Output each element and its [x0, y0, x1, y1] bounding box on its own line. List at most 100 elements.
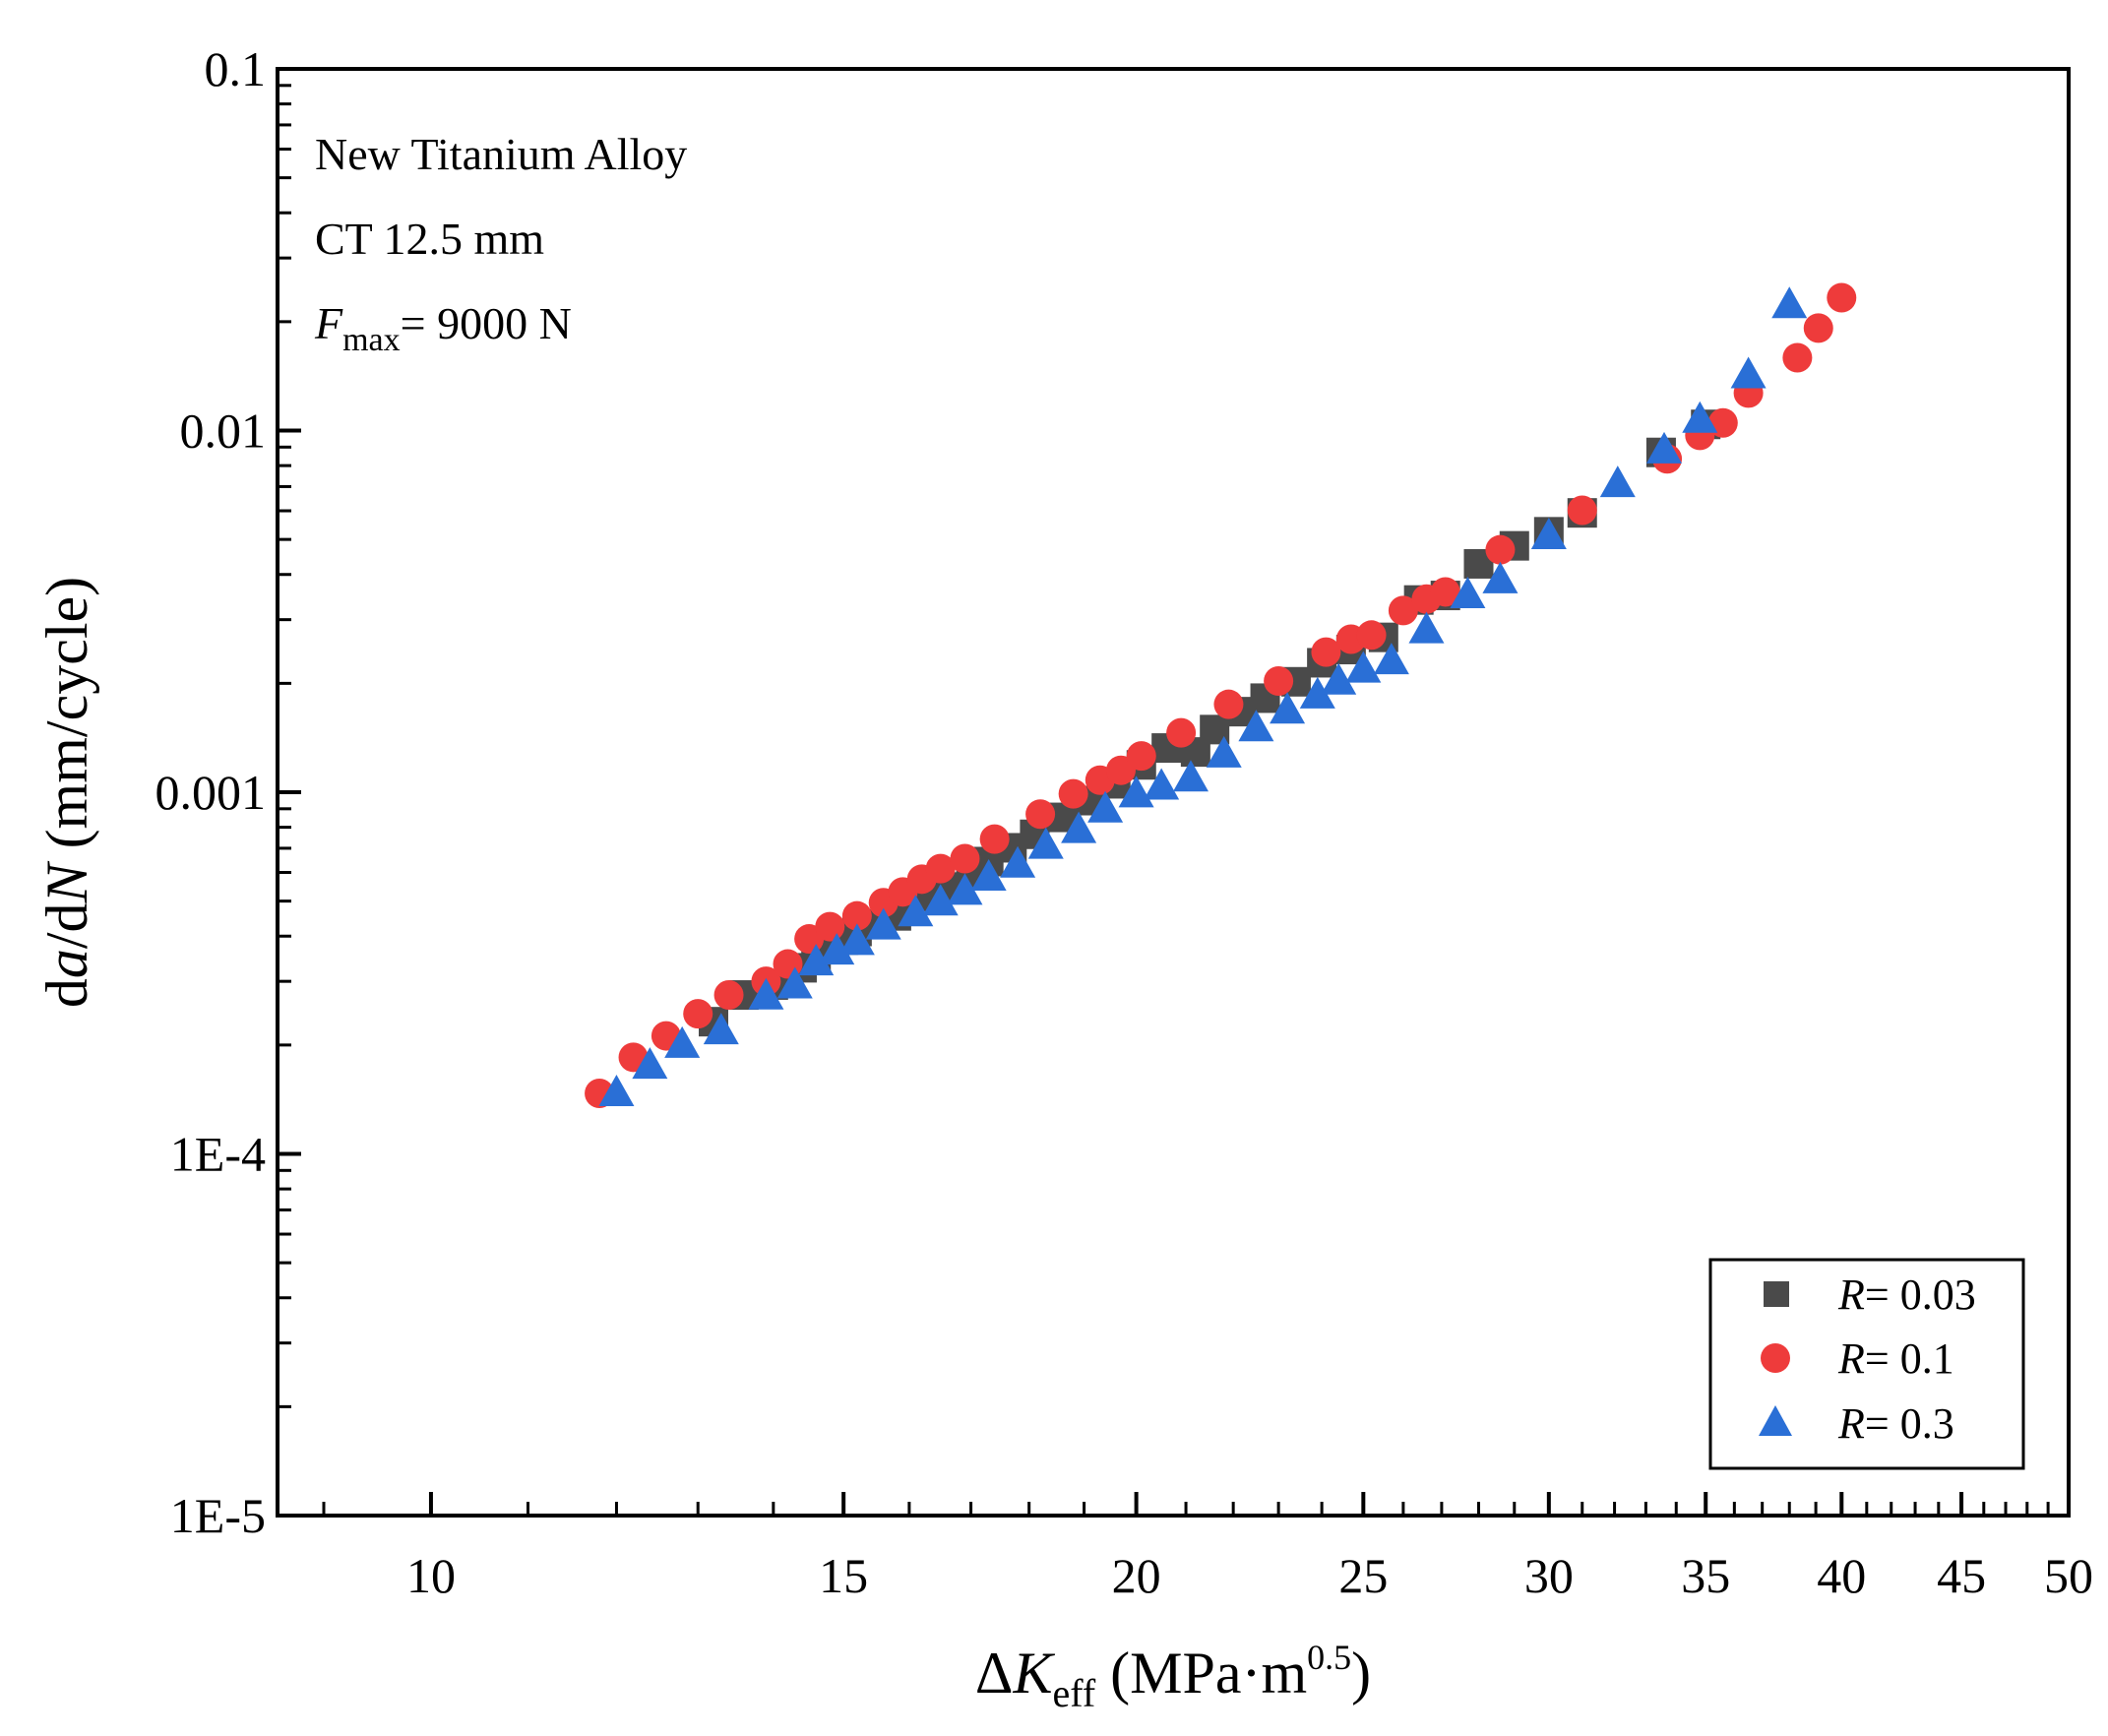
data-point-triangle: [898, 895, 934, 927]
x-axis-title-superscript: 0.5: [1307, 1638, 1351, 1677]
data-point-circle: [1782, 342, 1813, 373]
data-point-circle: [1126, 741, 1156, 772]
data-point-triangle: [970, 858, 1007, 891]
data-point-circle: [1388, 595, 1418, 626]
x-tick-label: 30: [1524, 1548, 1574, 1603]
data-point-circle: [1356, 620, 1387, 651]
y-axis-title: da/dN (mm/cycle): [34, 577, 99, 1008]
legend-marker-r003: [1764, 1281, 1789, 1307]
data-point-triangle: [1027, 827, 1064, 859]
data-point-triangle: [1299, 676, 1335, 709]
data-point-triangle: [776, 966, 813, 999]
annotation-force-symbol: F: [314, 298, 343, 348]
y-axis-title-slash-d: /d: [34, 902, 99, 949]
data-point-triangle: [1682, 401, 1718, 433]
data-point-circle: [950, 843, 980, 874]
y-axis-title-unit: (mm/cycle): [34, 577, 99, 864]
annotation-force: Fmax= 9000 N: [314, 298, 572, 358]
y-tick-label: 1E-4: [170, 1127, 266, 1182]
x-tick-label: 45: [1937, 1548, 1986, 1603]
x-axis-title-symbol: K: [1012, 1641, 1055, 1705]
x-axis-title-delta: Δ: [975, 1641, 1014, 1705]
legend-marker-r01: [1761, 1343, 1790, 1373]
data-point-circle: [1430, 577, 1460, 607]
data-point-triangle: [1000, 845, 1036, 878]
data-point-triangle: [1144, 768, 1180, 800]
data-point-circle: [815, 911, 845, 942]
y-tick-label: 0.1: [205, 41, 267, 96]
x-tick-label: 40: [1817, 1548, 1866, 1603]
legend: R= 0.03 R= 0.1 R= 0.3: [1708, 1258, 2025, 1470]
data-point-circle: [1213, 689, 1244, 719]
annotation-force-subscript: max: [342, 322, 401, 358]
data-point-circle: [841, 900, 872, 931]
series-triangle: [598, 286, 1808, 1107]
y-axis-title-d: d: [34, 978, 99, 1008]
data-point-circle: [1311, 637, 1341, 667]
data-point-triangle: [865, 907, 901, 940]
data-point-circle: [1105, 755, 1136, 785]
data-point-circle: [683, 999, 713, 1029]
x-axis-title-close: ): [1351, 1641, 1371, 1705]
data-point-circle: [1264, 665, 1294, 696]
y-tick-label: 0.01: [180, 403, 267, 459]
series-circle: [585, 282, 1857, 1109]
annotation-material: New Titanium Alloy: [315, 129, 687, 179]
y-tick-label: 0.001: [155, 765, 267, 820]
annotation-force-value: = 9000 N: [401, 298, 572, 348]
data-point-triangle: [1408, 611, 1445, 644]
legend-label-r03: R= 0.3: [1837, 1399, 1954, 1448]
data-point-triangle: [748, 977, 784, 1010]
legend-label-r003-value: = 0.03: [1865, 1271, 1976, 1319]
data-point-triangle: [1321, 662, 1357, 695]
x-axis-title-unit: (MPa·m: [1095, 1641, 1307, 1705]
legend-label-r01-symbol: R: [1837, 1334, 1865, 1383]
data-point-triangle: [1599, 465, 1636, 498]
x-axis-title-subscript: eff: [1052, 1671, 1095, 1715]
data-point-triangle: [1373, 643, 1409, 675]
data-point-triangle: [947, 873, 983, 905]
data-point-triangle: [1530, 517, 1567, 549]
data-point-circle: [1567, 495, 1597, 526]
data-point-triangle: [1206, 735, 1242, 768]
data-point-triangle: [1270, 692, 1306, 724]
x-tick-label: 50: [2044, 1548, 2093, 1603]
data-point-triangle: [1450, 577, 1486, 609]
data-point-circle: [1827, 282, 1857, 313]
data-point-triangle: [838, 923, 875, 956]
data-point-triangle: [1345, 651, 1382, 683]
x-axis-tick-labels: 10 15 20 25 30 35 40 45 50: [406, 1548, 2093, 1603]
data-point-triangle: [664, 1025, 701, 1058]
data-point-triangle: [632, 1047, 668, 1080]
data-point-circle: [1058, 778, 1088, 809]
data-point-triangle: [1646, 431, 1683, 464]
data-point-circle: [925, 853, 956, 884]
legend-label-r003-symbol: R: [1837, 1271, 1865, 1319]
data-point-triangle: [1172, 760, 1209, 792]
data-point-triangle: [1730, 356, 1767, 389]
x-axis-title: ΔKeff (MPa·m0.5): [975, 1638, 1371, 1715]
x-tick-label: 25: [1338, 1548, 1388, 1603]
x-axis-ticks: [322, 1492, 2071, 1516]
data-point-triangle: [703, 1013, 739, 1045]
legend-marker-r03: [1759, 1405, 1792, 1436]
data-point-triangle: [1482, 561, 1519, 593]
y-axis-title-N: N: [34, 860, 99, 903]
y-axis-title-a: a: [34, 949, 99, 978]
x-tick-label: 15: [819, 1548, 868, 1603]
legend-label-r01-value: = 0.1: [1865, 1334, 1954, 1383]
data-point-triangle: [1087, 790, 1124, 823]
y-axis-tick-labels: 1E-5 1E-4 0.001 0.01 0.1: [155, 41, 267, 1543]
data-point-circle: [1166, 717, 1197, 748]
x-tick-label: 35: [1681, 1548, 1730, 1603]
data-point-triangle: [1771, 286, 1808, 319]
data-point-triangle: [819, 933, 855, 965]
legend-label-r003: R= 0.03: [1837, 1271, 1976, 1319]
data-point-circle: [1485, 534, 1516, 565]
data-point-triangle: [798, 944, 835, 976]
y-axis-ticks: [278, 67, 301, 1518]
data-point-triangle: [1061, 811, 1097, 843]
legend-label-r01: R= 0.1: [1837, 1334, 1954, 1383]
data-point-triangle: [1238, 710, 1274, 742]
